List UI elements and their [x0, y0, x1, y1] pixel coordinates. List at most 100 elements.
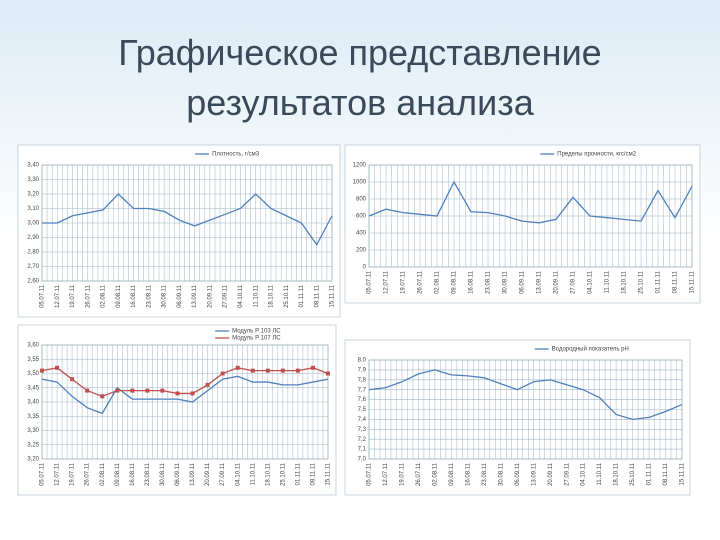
y-tick-label: 7,0 [358, 457, 367, 463]
y-tick-label: 3,60 [27, 343, 39, 349]
x-tick-label: 13.09.11 [190, 462, 196, 486]
x-tick-label: 16.08.11 [465, 462, 471, 486]
y-tick-label: 8,0 [358, 358, 367, 364]
x-tick-label: 30.08.11 [162, 284, 168, 308]
legend-label: Водородный показатель pH [552, 346, 629, 353]
x-tick-label: 13.09.11 [192, 284, 198, 308]
x-tick-label: 25.10.11 [639, 270, 645, 294]
x-tick-label: 18.10.11 [269, 284, 275, 308]
x-tick-label: 30.08.11 [498, 462, 504, 486]
x-tick-label: 06.09.11 [515, 462, 521, 486]
y-tick-label: 3,20 [27, 457, 39, 463]
data-line [368, 180, 693, 224]
data-point [310, 365, 315, 370]
legend-label: Модуль P 107 ЛС [232, 336, 281, 342]
y-tick-label: 7,7 [358, 387, 367, 393]
x-tick-label: 23.08.11 [146, 284, 152, 308]
y-tick-label: 7,8 [358, 377, 367, 383]
x-tick-label: 27.09.11 [223, 284, 229, 308]
x-tick-label: 23.08.11 [482, 462, 488, 486]
data-point [280, 368, 285, 373]
x-tick-label: 01.11.11 [299, 284, 305, 307]
x-tick-label: 04.10.11 [588, 270, 594, 294]
y-tick-label: 2,70 [27, 264, 39, 270]
y-tick-label: 2,80 [27, 250, 39, 256]
x-tick-label: 09.08.11 [452, 270, 458, 294]
x-tick-label: 26.07.11 [85, 462, 91, 486]
y-tick-label: 3,30 [27, 177, 39, 183]
x-tick-label: 15.11.11 [680, 462, 686, 485]
x-tick-label: 11.10.11 [597, 462, 603, 485]
y-tick-label: 600 [356, 214, 367, 220]
y-tick-label: 3,25 [27, 442, 39, 448]
data-line [42, 193, 333, 246]
plot-frame [368, 359, 683, 460]
x-tick-label: 20.09.11 [548, 462, 554, 486]
x-tick-label: 23.08.11 [145, 462, 151, 486]
x-tick-label: 18.10.11 [622, 270, 628, 294]
x-tick-label: 20.09.11 [207, 284, 213, 308]
y-tick-label: 7,6 [358, 397, 367, 403]
x-tick-label: 26.07.11 [416, 462, 422, 486]
data-point [85, 388, 90, 393]
x-tick-label: 12.07.11 [55, 284, 61, 308]
x-tick-label: 16.08.11 [130, 462, 136, 486]
x-tick-label: 02.08.11 [100, 462, 106, 486]
legend-label: Модуль P 103 ЛС [232, 329, 281, 335]
x-tick-label: 20.09.11 [205, 462, 211, 486]
data-point [205, 382, 210, 387]
y-tick-label: 3,45 [27, 385, 39, 391]
x-tick-label: 27.09.11 [564, 462, 570, 486]
x-tick-label: 05.07.11 [367, 270, 373, 294]
x-tick-label: 20.09.11 [554, 270, 560, 294]
data-point [100, 394, 105, 399]
legend-label: Плотность, г/см3 [212, 152, 260, 158]
x-tick-label: 19.07.11 [401, 270, 407, 294]
data-point [250, 368, 255, 373]
y-tick-label: 3,35 [27, 414, 39, 420]
y-tick-label: 3,40 [27, 163, 39, 169]
x-tick-label: 18.10.11 [614, 462, 620, 486]
x-tick-label: 19.07.11 [400, 462, 406, 486]
x-tick-label: 13.09.11 [537, 270, 543, 294]
x-tick-label: 11.10.11 [605, 270, 611, 293]
x-tick-label: 08.11.11 [314, 284, 320, 307]
y-tick-label: 3,00 [27, 221, 39, 227]
y-tick-label: 7,5 [358, 407, 367, 413]
data-point [70, 377, 75, 382]
x-tick-label: 06.09.11 [177, 284, 183, 308]
data-point [175, 391, 180, 396]
data-line [41, 367, 329, 397]
x-tick-label: 09.08.11 [116, 284, 122, 308]
data-line [368, 369, 683, 421]
legend-label: Пределы прочности, кгс/см2 [557, 152, 636, 158]
y-tick-label: 3,30 [27, 428, 39, 434]
x-tick-label: 15.11.11 [326, 462, 332, 485]
y-tick-label: 1200 [353, 163, 367, 169]
y-tick-label: 3,55 [27, 357, 39, 363]
y-tick-label: 2,90 [27, 235, 39, 241]
plot-frame [41, 344, 329, 460]
x-tick-label: 27.09.11 [220, 462, 226, 486]
y-tick-label: 7,9 [358, 367, 367, 373]
x-tick-label: 01.11.11 [656, 270, 662, 293]
y-tick-label: 7,4 [358, 417, 367, 423]
y-tick-label: 7,1 [358, 447, 367, 453]
y-tick-label: 800 [356, 197, 367, 203]
x-tick-label: 12.07.11 [384, 270, 390, 294]
x-tick-label: 02.08.11 [101, 284, 107, 308]
x-tick-label: 12.07.11 [383, 462, 389, 486]
data-point [265, 368, 270, 373]
x-tick-label: 09.08.11 [115, 462, 121, 486]
x-tick-label: 12.07.11 [55, 462, 61, 486]
y-tick-label: 0 [363, 265, 367, 271]
y-tick-label: 3,10 [27, 206, 39, 212]
x-tick-label: 01.11.11 [647, 462, 653, 485]
y-tick-label: 200 [356, 248, 367, 254]
data-point [145, 388, 150, 393]
x-tick-label: 01.11.11 [295, 462, 301, 485]
y-tick-label: 400 [356, 231, 367, 237]
x-tick-label: 05.07.11 [40, 284, 46, 308]
data-point [190, 391, 195, 396]
